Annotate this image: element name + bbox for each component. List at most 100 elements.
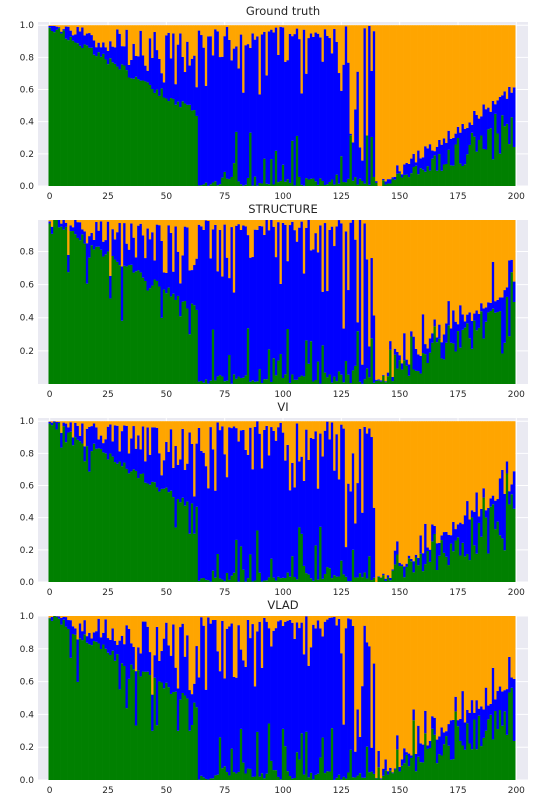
bar-blue: [316, 252, 320, 362]
bar-green: [326, 377, 329, 384]
bar-blue: [400, 174, 404, 178]
bar-blue: [144, 65, 147, 82]
bar-blue: [307, 38, 311, 180]
bar-orange: [312, 25, 315, 37]
bar-green: [316, 773, 320, 780]
bar-green: [204, 379, 208, 384]
bar-green: [202, 578, 206, 582]
bar-green: [475, 151, 479, 186]
bar-orange: [284, 25, 287, 62]
bar-orange: [251, 421, 255, 470]
bar-green: [235, 378, 238, 384]
x-tick-label: 25: [102, 786, 113, 796]
bar-green: [445, 556, 448, 582]
bar-blue: [71, 35, 75, 41]
bar-orange: [83, 220, 87, 232]
bar-green: [477, 139, 481, 186]
bar-green: [64, 38, 68, 186]
bar-blue: [260, 667, 264, 774]
bar-blue: [438, 139, 441, 155]
bar-blue: [291, 462, 294, 557]
bar-orange: [186, 421, 189, 464]
bar-green: [263, 379, 266, 384]
bar-orange: [431, 25, 434, 151]
bar-blue: [225, 477, 229, 573]
bar-green: [508, 144, 511, 186]
bar-orange: [155, 220, 159, 225]
bar-green: [270, 381, 273, 384]
bar-green: [286, 328, 290, 384]
bar-blue: [85, 243, 89, 284]
bar-blue: [235, 46, 238, 132]
bar-green: [377, 767, 381, 780]
bar-orange: [440, 616, 444, 728]
y-tick-label: 1.0: [20, 612, 35, 622]
bar-blue: [433, 151, 437, 156]
bar-blue: [57, 220, 61, 228]
bar-blue: [265, 621, 269, 774]
bar-orange: [235, 616, 238, 678]
bar-blue: [424, 523, 427, 565]
bar-blue: [116, 645, 119, 655]
bar-green: [281, 728, 285, 780]
bar-orange: [438, 616, 441, 737]
bar-blue: [351, 453, 355, 550]
bar-orange: [316, 25, 320, 34]
bar-blue: [92, 423, 96, 444]
bar-orange: [148, 616, 152, 653]
bar-green: [440, 540, 444, 582]
bar-orange: [428, 220, 432, 339]
bar-orange: [484, 616, 488, 688]
bar-orange: [134, 616, 138, 672]
bar-orange: [81, 220, 84, 230]
bar-orange: [389, 421, 392, 578]
bar-orange: [505, 220, 509, 288]
bar-blue: [148, 38, 152, 85]
bar-orange: [328, 220, 332, 230]
bar-blue: [358, 428, 362, 574]
bar-green: [64, 442, 68, 582]
bar-green: [160, 317, 164, 384]
bar-green: [421, 169, 425, 186]
bar-blue: [209, 36, 213, 185]
bar-blue: [221, 426, 224, 580]
bar-blue: [249, 257, 252, 382]
bar-green: [335, 777, 339, 780]
bar-green: [155, 89, 159, 186]
bar-blue: [431, 524, 434, 542]
bar-green: [379, 578, 383, 582]
bar-orange: [386, 616, 390, 772]
bar-green: [482, 338, 486, 384]
bar-green: [412, 572, 416, 582]
bar-blue: [274, 257, 278, 376]
bar-orange: [295, 421, 299, 424]
bar-green: [218, 737, 222, 780]
bar-orange: [389, 25, 392, 180]
y-tick-label: 0.4: [20, 710, 35, 720]
bar-blue: [377, 379, 381, 381]
bar-blue: [183, 226, 187, 302]
bar-orange: [421, 616, 425, 745]
bar-orange: [281, 616, 285, 626]
bar-green: [60, 447, 63, 582]
bar-green: [305, 340, 308, 384]
bar-green: [480, 311, 483, 384]
bar-orange: [111, 616, 115, 629]
bar-green: [454, 351, 458, 384]
bar-green: [508, 336, 511, 384]
bar-blue: [445, 731, 448, 737]
bar-blue: [342, 724, 346, 777]
bar-green: [372, 773, 376, 780]
bar-blue: [174, 667, 178, 692]
bar-orange: [452, 421, 455, 522]
bar-orange: [426, 421, 430, 548]
bar-orange: [225, 421, 229, 478]
bar-orange: [181, 616, 185, 624]
bar-green: [111, 62, 115, 186]
bar-green: [459, 555, 462, 582]
bar-blue: [382, 573, 385, 576]
bar-orange: [503, 616, 507, 691]
bar-green: [512, 740, 516, 780]
bar-orange: [358, 616, 362, 737]
bar-orange: [113, 616, 117, 641]
